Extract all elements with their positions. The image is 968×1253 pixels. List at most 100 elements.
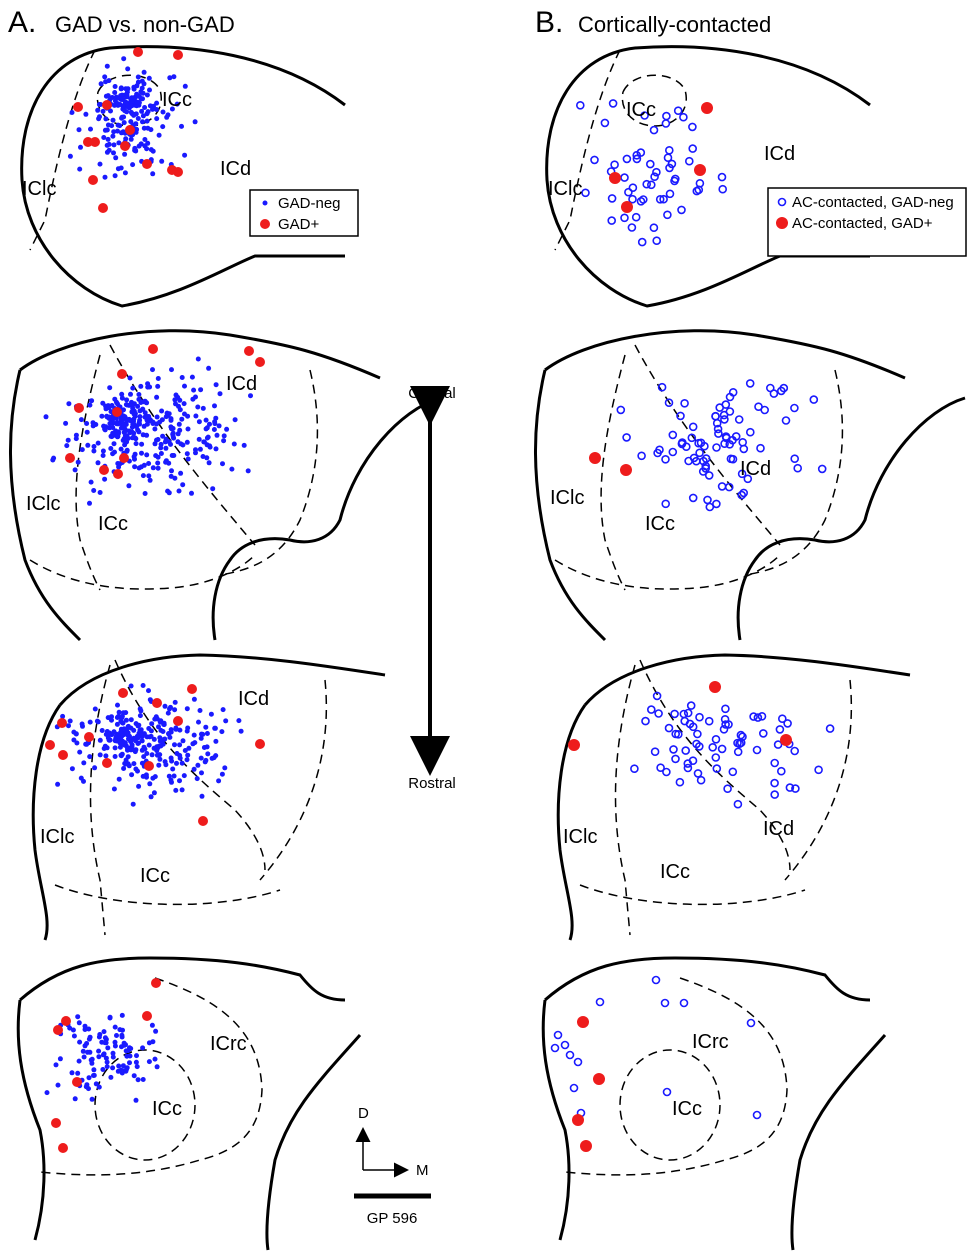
gad-neg-cell	[129, 684, 134, 689]
gad-neg-cell	[150, 1023, 155, 1028]
gad-neg-cell	[137, 144, 142, 149]
gad-neg-cell	[182, 384, 187, 389]
gad-neg-cell	[144, 433, 149, 438]
gad-neg-cell	[122, 120, 127, 125]
gad-neg-cell	[88, 720, 93, 725]
contacted-gad-neg-cell	[719, 483, 726, 490]
gad-neg-cell	[177, 428, 182, 433]
gad-neg-cell	[110, 451, 115, 456]
contacted-gad-neg-cell	[669, 449, 676, 456]
gad-neg-cell	[169, 756, 174, 761]
gad-neg-cell	[207, 422, 212, 427]
gad-neg-cell	[221, 707, 226, 712]
contacted-gad-neg-cell	[754, 1112, 761, 1119]
panel-title: Cortically-contacted	[578, 12, 771, 37]
contacted-gad-neg-cell	[653, 977, 660, 984]
contacted-gad-neg-cell	[652, 748, 659, 755]
gad-neg-cell	[199, 770, 204, 775]
gad-neg-cell	[196, 357, 201, 362]
gad-neg-cell	[134, 1098, 139, 1103]
contacted-gad-neg-cell	[650, 224, 657, 231]
gad-neg-cell	[145, 141, 150, 146]
contacted-gad-neg-cell	[791, 405, 798, 412]
gad-neg-cell	[180, 761, 185, 766]
gad-neg-cell	[113, 745, 118, 750]
gad-neg-cell	[168, 424, 173, 429]
gad-neg-cell	[209, 712, 214, 717]
gad-pos-cell	[53, 1025, 63, 1035]
gad-pos-cell	[572, 1114, 584, 1126]
gad-neg-cell	[177, 422, 182, 427]
gad-neg-cell	[107, 738, 112, 743]
gad-neg-cell	[102, 1029, 107, 1034]
gad-neg-cell	[214, 382, 219, 387]
gad-neg-cell	[170, 767, 175, 772]
gad-neg-cell	[77, 167, 82, 172]
gad-neg-cell	[182, 412, 187, 417]
gad-neg-cell	[74, 741, 79, 746]
gad-neg-cell	[123, 170, 128, 175]
contacted-gad-neg-cell	[664, 1089, 671, 1096]
gad-neg-cell	[153, 453, 158, 458]
gad-neg-cell	[143, 399, 148, 404]
gad-pos-cell	[119, 453, 129, 463]
gad-neg-cell	[143, 491, 148, 496]
gad-neg-cell	[68, 154, 73, 159]
gad-neg-cell	[198, 708, 203, 713]
gad-neg-cell	[122, 152, 127, 157]
axis-label: Rostral	[408, 775, 456, 792]
gad-neg-cell	[152, 746, 157, 751]
contacted-gad-neg-cell	[552, 1045, 559, 1052]
gad-neg-cell	[202, 440, 207, 445]
gad-neg-cell	[133, 436, 138, 441]
gad-neg-cell	[166, 461, 171, 466]
contacted-gad-neg-cell	[713, 500, 720, 507]
gad-neg-cell	[128, 392, 133, 397]
gad-neg-cell	[139, 442, 144, 447]
gad-neg-cell	[190, 375, 195, 380]
gad-neg-cell	[136, 735, 141, 740]
gad-neg-cell	[182, 153, 187, 158]
gad-neg-cell	[145, 126, 150, 131]
gad-neg-cell	[139, 451, 144, 456]
legend-swatch	[263, 201, 268, 206]
contacted-gad-neg-cell	[608, 217, 615, 224]
gad-neg-cell	[72, 1034, 77, 1039]
contacted-gad-neg-cell	[597, 999, 604, 1006]
gad-neg-cell	[110, 134, 115, 139]
gad-neg-cell	[77, 750, 82, 755]
gad-neg-cell	[239, 729, 244, 734]
contacted-gad-neg-cell	[694, 731, 701, 738]
gad-neg-cell	[92, 765, 97, 770]
gad-neg-cell	[142, 105, 147, 110]
gad-neg-cell	[148, 478, 153, 483]
scale-label: GP 596	[367, 1210, 418, 1227]
gad-neg-cell	[84, 1041, 89, 1046]
gad-neg-cell	[199, 756, 204, 761]
contacted-gad-neg-cell	[706, 472, 713, 479]
gad-neg-cell	[150, 171, 155, 176]
gad-neg-cell	[116, 1069, 121, 1074]
figure: A. GAD vs. non-GAD B. Cortically-contact…	[0, 0, 968, 1253]
gad-neg-cell	[213, 416, 218, 421]
gad-neg-cell	[96, 441, 101, 446]
contacted-gad-neg-cell	[755, 403, 762, 410]
gad-neg-cell	[105, 415, 110, 420]
region-label: ICc	[672, 1098, 702, 1120]
gad-neg-cell	[173, 700, 178, 705]
gad-neg-cell	[73, 467, 78, 472]
gad-neg-cell	[113, 754, 118, 759]
gad-neg-cell	[203, 758, 208, 763]
gad-pos-cell	[187, 684, 197, 694]
gad-neg-cell	[119, 447, 124, 452]
contacted-gad-neg-cell	[688, 702, 695, 709]
gad-neg-cell	[119, 85, 124, 90]
gad-neg-cell	[112, 787, 117, 792]
contacted-gad-neg-cell	[555, 1032, 562, 1039]
gad-pos-cell	[117, 369, 127, 379]
gad-neg-cell	[86, 1027, 91, 1032]
contacted-gad-neg-cell	[757, 445, 764, 452]
gad-neg-cell	[70, 110, 75, 115]
region-label: ICc	[626, 99, 656, 121]
gad-neg-cell	[116, 421, 121, 426]
